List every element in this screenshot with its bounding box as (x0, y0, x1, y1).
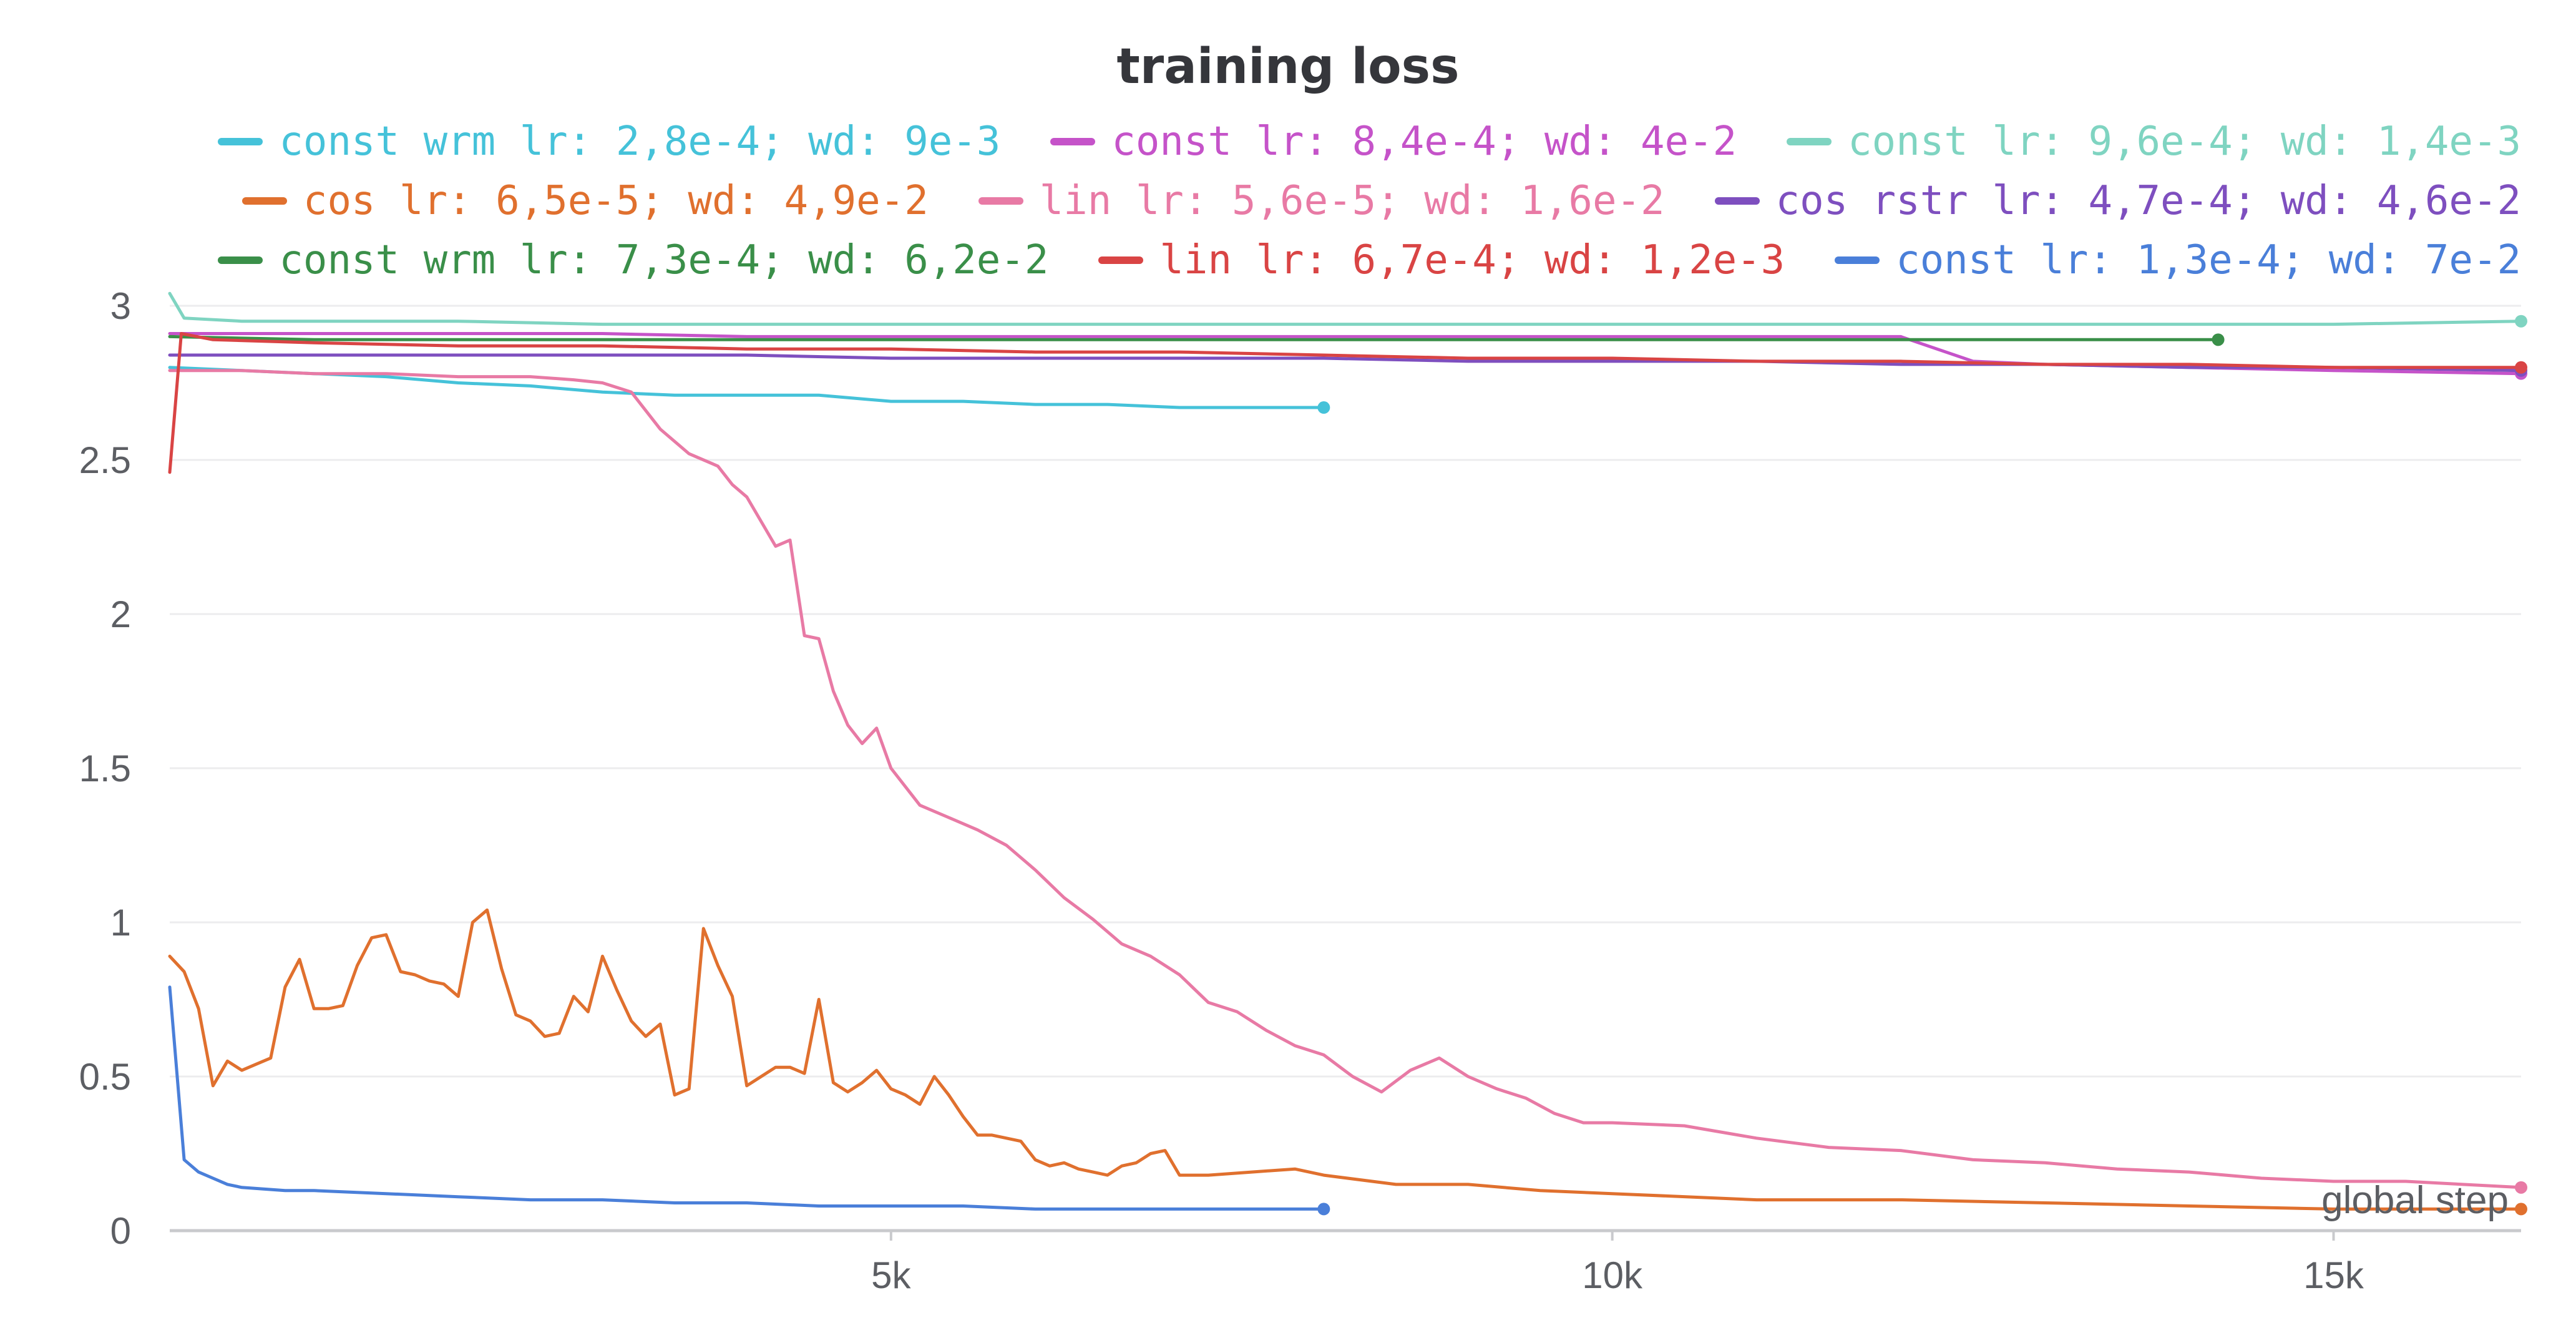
series-end-point (2515, 1181, 2527, 1194)
legend-label: const lr: 1,3e-4; wd: 7e-2 (1896, 237, 2521, 283)
legend-item[interactable]: const wrm lr: 7,3e-4; wd: 6,2e-2 (218, 237, 1048, 283)
series-line (168, 908, 2523, 1211)
legend-swatch (1098, 256, 1144, 264)
legend-item[interactable]: const wrm lr: 2,8e-4; wd: 9e-3 (218, 119, 1000, 165)
series-line (168, 353, 2523, 373)
x-tick-label: 15k (2303, 1254, 2364, 1296)
y-tick-label: 2.5 (79, 439, 131, 481)
legend-item[interactable]: const lr: 8,4e-4; wd: 4e-2 (1050, 119, 1737, 165)
series-line (168, 332, 2523, 474)
series-end-point (1317, 401, 1330, 414)
legend-item[interactable]: cos lr: 6,5e-5; wd: 4,9e-2 (242, 178, 929, 224)
legend-label: cos lr: 6,5e-5; wd: 4,9e-2 (303, 178, 929, 224)
legend-swatch (242, 197, 287, 205)
legend-swatch (218, 256, 263, 264)
legend-label: lin lr: 5,6e-5; wd: 1,6e-2 (1039, 178, 1665, 224)
y-tick-label: 0.5 (79, 1056, 131, 1098)
series-end-point (2212, 333, 2225, 346)
legend-row-3: const wrm lr: 7,3e-4; wd: 6,2e-2 lin lr:… (0, 237, 2521, 283)
x-axis-ticks: 5k 10k 15k (871, 1231, 2364, 1296)
legend-label: const lr: 8,4e-4; wd: 4e-2 (1111, 119, 1737, 165)
series-end-point (2515, 315, 2527, 328)
series-line (168, 985, 1325, 1211)
legend-item[interactable]: lin lr: 5,6e-5; wd: 1,6e-2 (978, 178, 1665, 224)
legend-label: lin lr: 6,7e-4; wd: 1,2e-3 (1159, 237, 1785, 283)
series-line (168, 366, 1325, 409)
legend-swatch (1714, 197, 1760, 205)
x-tick-label: 5k (871, 1254, 911, 1296)
legend-swatch (218, 138, 263, 145)
legend-row-2: cos lr: 6,5e-5; wd: 4,9e-2 lin lr: 5,6e-… (0, 178, 2521, 224)
legend-label: const wrm lr: 7,3e-4; wd: 6,2e-2 (279, 237, 1049, 283)
x-axis-label: global step (2321, 1179, 2509, 1222)
legend-swatch (1050, 138, 1096, 145)
series-line (168, 369, 2523, 1189)
y-tick-label: 2 (110, 593, 131, 635)
y-tick-label: 1.5 (79, 748, 131, 789)
legend-swatch (1835, 256, 1880, 264)
series-end-point (2515, 361, 2527, 374)
y-tick-label: 0 (110, 1210, 131, 1252)
legend-item[interactable]: const lr: 1,3e-4; wd: 7e-2 (1835, 237, 2521, 283)
series-lines (168, 291, 2527, 1216)
legend-label: const wrm lr: 2,8e-4; wd: 9e-3 (279, 119, 1001, 165)
legend-label: cos rstr lr: 4,7e-4; wd: 4,6e-2 (1775, 178, 2521, 224)
chart-title: training loss (1116, 39, 1460, 95)
y-tick-label: 3 (110, 285, 131, 327)
series-end-point (1317, 1203, 1330, 1216)
series-end-point (2515, 1203, 2527, 1216)
y-axis-ticks: 0 0.5 1 1.5 2 2.5 3 (79, 285, 131, 1252)
gridlines (170, 305, 2521, 1078)
legend-swatch (1787, 138, 1832, 145)
series-line (168, 291, 2523, 326)
legend-label: const lr: 9,6e-4; wd: 1,4e-3 (1848, 119, 2521, 165)
y-tick-label: 1 (110, 902, 131, 944)
legend-row-1: const wrm lr: 2,8e-4; wd: 9e-3 const lr:… (0, 119, 2521, 165)
series-line (168, 334, 2220, 341)
legend-item[interactable]: cos rstr lr: 4,7e-4; wd: 4,6e-2 (1714, 178, 2521, 224)
x-tick-label: 10k (1582, 1254, 1643, 1296)
legend-item[interactable]: const lr: 9,6e-4; wd: 1,4e-3 (1787, 119, 2521, 165)
legend-item[interactable]: lin lr: 6,7e-4; wd: 1,2e-3 (1098, 237, 1785, 283)
legend-swatch (978, 197, 1023, 205)
